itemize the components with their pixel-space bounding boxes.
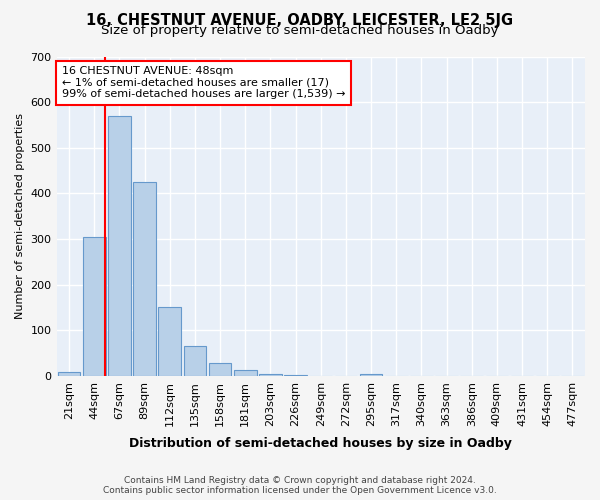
Bar [133,182,156,376]
X-axis label: Distribution of semi-detached houses by size in Oadby: Distribution of semi-detached houses by … [130,437,512,450]
Bar [234,370,257,376]
Bar [360,374,382,376]
Bar [209,363,232,376]
Bar [83,236,106,376]
Text: 16 CHESTNUT AVENUE: 48sqm
← 1% of semi-detached houses are smaller (17)
99% of s: 16 CHESTNUT AVENUE: 48sqm ← 1% of semi-d… [62,66,346,100]
Text: Size of property relative to semi-detached houses in Oadby: Size of property relative to semi-detach… [101,24,499,37]
Bar [108,116,131,376]
Text: Contains HM Land Registry data © Crown copyright and database right 2024.
Contai: Contains HM Land Registry data © Crown c… [103,476,497,495]
Text: 16, CHESTNUT AVENUE, OADBY, LEICESTER, LE2 5JG: 16, CHESTNUT AVENUE, OADBY, LEICESTER, L… [86,12,514,28]
Bar [158,306,181,376]
Bar [259,374,282,376]
Bar [184,346,206,376]
Bar [58,372,80,376]
Y-axis label: Number of semi-detached properties: Number of semi-detached properties [15,113,25,319]
